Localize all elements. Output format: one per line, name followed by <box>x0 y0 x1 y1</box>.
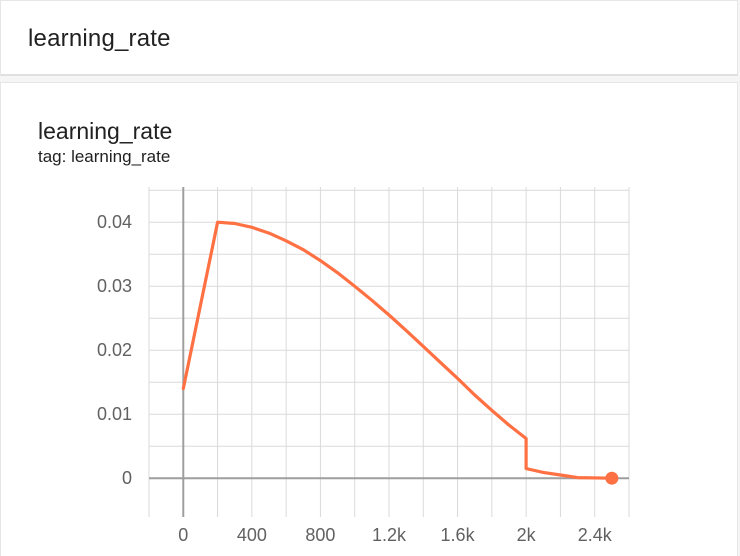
chart-svg[interactable]: 0 400 800 1.2k 1.6k 2k 2.4k 0 0.01 0.02 0.03 0.04 <box>1 83 739 555</box>
chart-tag: tag: learning_rate <box>38 147 171 166</box>
y-tick-label: 0 <box>122 468 132 488</box>
y-tick-label: 0.02 <box>97 340 132 360</box>
x-tick-label: 0 <box>178 525 188 545</box>
axes <box>149 187 629 517</box>
y-tick-label: 0.03 <box>97 276 132 296</box>
series-line[interactable] <box>181 220 614 480</box>
y-tick-label: 0.04 <box>97 212 132 232</box>
series <box>181 220 619 485</box>
x-tick-label: 400 <box>237 525 267 545</box>
grid <box>148 187 630 517</box>
x-tick-label: 1.6k <box>441 525 476 545</box>
x-tick-label: 800 <box>305 525 335 545</box>
y-tick-label: 0.01 <box>97 404 132 424</box>
x-tick-label: 2.4k <box>578 525 613 545</box>
chart-card: learning_rate tag: learning_rate 0 400 800… <box>0 82 738 556</box>
x-tick-label: 1.2k <box>372 525 407 545</box>
series-end-point[interactable] <box>605 471 619 485</box>
y-tick-labels: 0 0.01 0.02 0.03 0.04 <box>97 212 132 488</box>
chart-title: learning_rate <box>38 118 173 144</box>
x-tick-label: 2k <box>517 525 537 545</box>
section-title: learning_rate <box>28 25 171 52</box>
section-header[interactable]: learning_rate <box>0 0 738 76</box>
x-tick-labels: 0 400 800 1.2k 1.6k 2k 2.4k <box>178 525 612 545</box>
